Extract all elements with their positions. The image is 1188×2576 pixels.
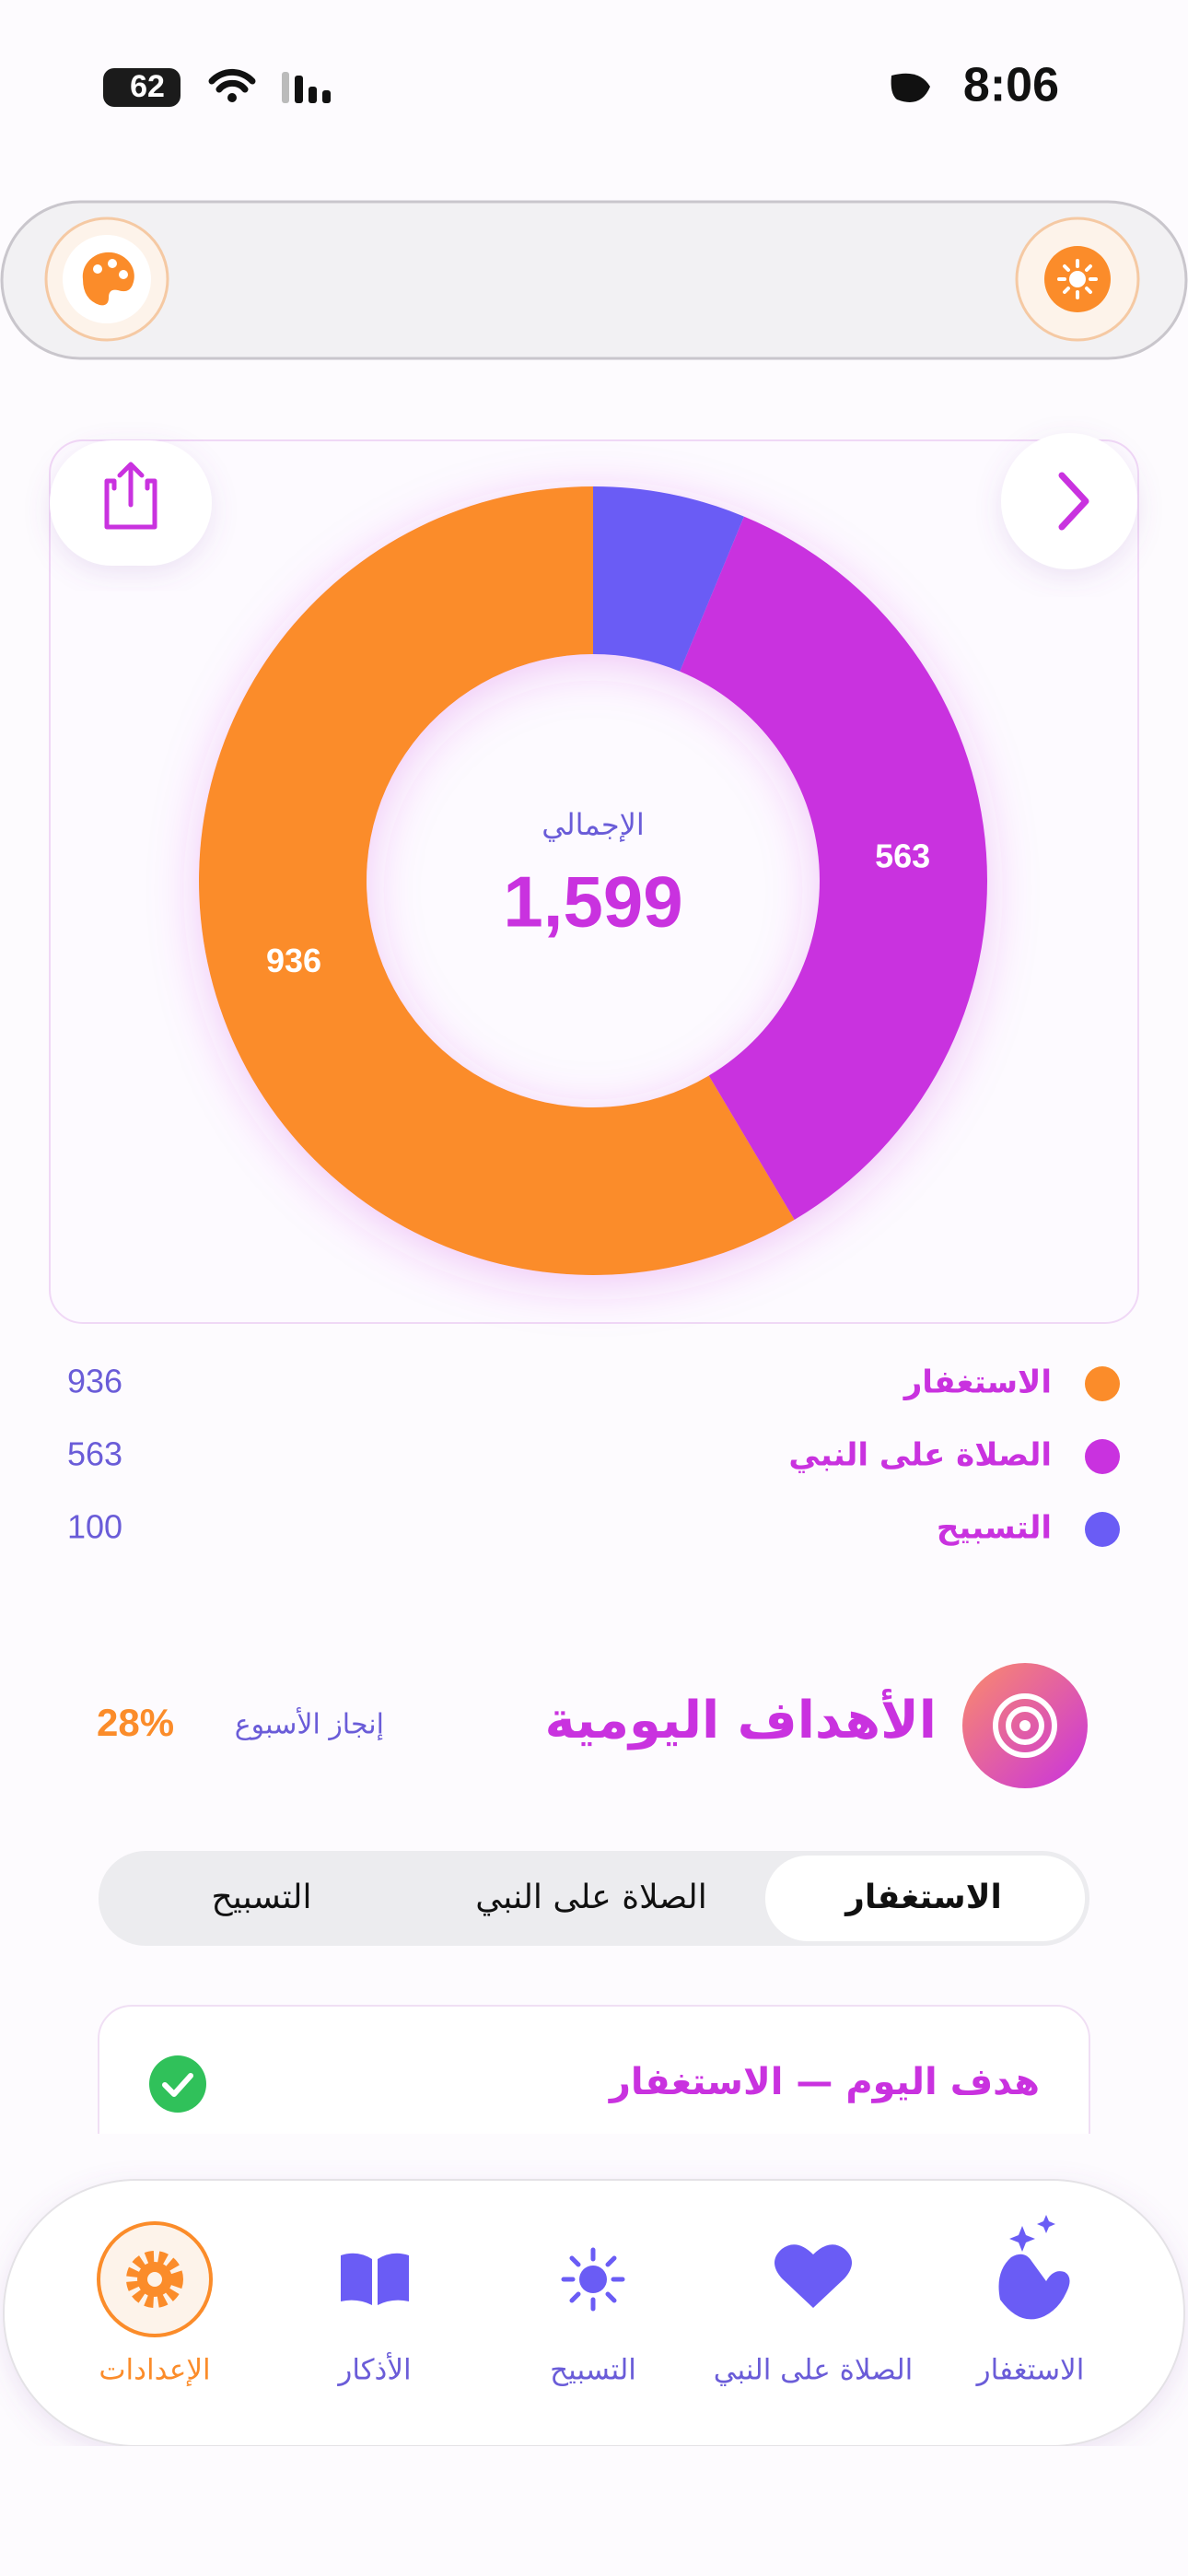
center-title: الإجمالي <box>542 807 645 842</box>
donut-slice <box>680 516 987 1220</box>
week-progress: 28% <box>97 1701 174 1744</box>
nav-label[interactable]: الصلاة على النبي <box>714 2354 914 2387</box>
nav-icon-adhkar[interactable] <box>341 2253 409 2305</box>
done-icon <box>149 2055 206 2113</box>
battery-icon <box>103 68 181 107</box>
nav-icon-istighfar[interactable] <box>998 2215 1070 2320</box>
donut-slice <box>198 486 795 1275</box>
tabs: الاستغفار الصلاة على النبي التسبيح <box>212 1879 1002 1916</box>
legend-swatch <box>1085 1439 1120 1474</box>
bottom-space <box>0 2446 1188 2576</box>
nav-label[interactable]: التسبيح <box>550 2354 636 2387</box>
legend-swatch <box>1085 1512 1120 1547</box>
focus-icon <box>891 73 930 102</box>
legend-value: 100 <box>67 1508 122 1546</box>
week-label: إنجاز الأسبوع <box>235 1706 384 1741</box>
legend-label: التسبيح <box>937 1510 1052 1547</box>
theme-button[interactable] <box>1015 217 1140 342</box>
nav-label[interactable]: الأذكار <box>336 2352 411 2387</box>
goal-card-title: هدف اليوم — الاستغفار <box>608 2061 1040 2103</box>
legend: الاستغفار 936 الصلاة على النبي 563 التسبيح 10… <box>67 1363 1120 1547</box>
check-mark <box>162 2073 193 2097</box>
nav-label[interactable]: الإعدادات <box>99 2354 210 2387</box>
palette-button[interactable] <box>44 217 169 342</box>
clock: 8:06 <box>963 59 1059 112</box>
legend-label: الاستغفار <box>903 1364 1052 1401</box>
nav-icon-tasbih[interactable] <box>561 2247 625 2312</box>
nav-icon-salat[interactable] <box>775 2244 852 2308</box>
tab-label[interactable]: التسبيح <box>212 1879 312 1916</box>
legend-label: الصلاة على النبي <box>788 1437 1052 1474</box>
wifi-icon <box>208 68 256 93</box>
share-button[interactable] <box>50 440 212 566</box>
target-dot <box>1019 1720 1031 1731</box>
target-rings <box>993 1693 1057 1758</box>
legend-value: 563 <box>67 1435 122 1473</box>
slice-label: 936 <box>266 942 321 979</box>
nav-labels: الاستغفار الصلاة على النبي التسبيح الأذكار ا… <box>99 2352 1084 2387</box>
tab-label[interactable]: الاستغفار <box>844 1879 1002 1916</box>
signal-icon <box>282 72 331 103</box>
top-bar <box>0 200 1188 360</box>
slice-label: 563 <box>875 837 930 874</box>
donut-slice <box>593 486 744 672</box>
battery-level: 62 <box>130 69 165 104</box>
next-button[interactable] <box>1001 433 1137 569</box>
legend-value: 936 <box>67 1363 122 1400</box>
donut <box>198 486 987 1275</box>
tab-label[interactable]: الصلاة على النبي <box>475 1879 707 1916</box>
wifi-dot <box>227 93 237 102</box>
legend-swatch <box>1085 1366 1120 1401</box>
tab-selected <box>765 1856 1085 1941</box>
nav-icon-settings[interactable] <box>97 2221 213 2337</box>
goals-title: الأهداف اليومية <box>545 1688 938 1751</box>
nav-label[interactable]: الاستغفار <box>975 2354 1085 2387</box>
center-total: 1,599 <box>503 861 682 943</box>
